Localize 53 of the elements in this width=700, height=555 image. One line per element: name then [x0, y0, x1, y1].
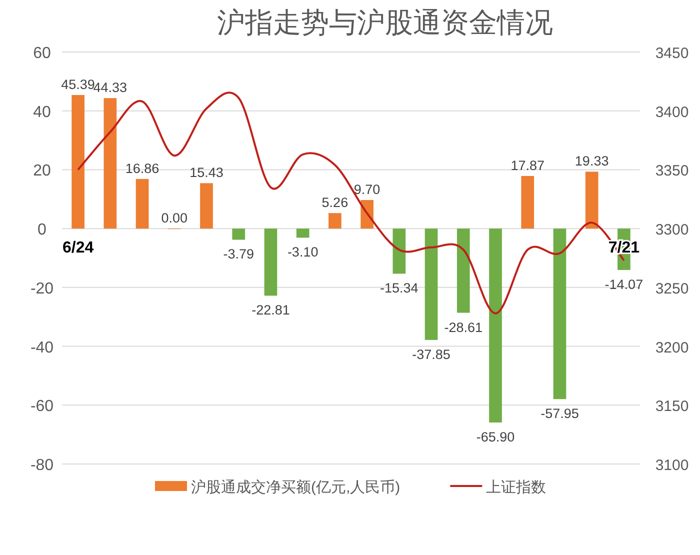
data-label: 15.43 [190, 165, 224, 180]
y2-tick-label: 3100 [655, 457, 689, 474]
bar [104, 98, 117, 229]
bar [328, 213, 342, 229]
data-label: -28.61 [444, 320, 483, 335]
bar [264, 228, 278, 296]
y-tick-label: -60 [30, 398, 54, 416]
bar [392, 228, 406, 274]
data-label: 5.26 [322, 195, 348, 210]
data-label: -3.79 [223, 246, 254, 262]
bar [296, 228, 310, 238]
y2-tick-label: 3250 [655, 280, 689, 298]
data-label: -65.90 [476, 430, 515, 445]
data-label: 44.33 [93, 80, 128, 96]
bar [232, 228, 246, 240]
data-label: -57.95 [540, 406, 579, 422]
data-label: 9.70 [354, 182, 380, 198]
chart-title: 沪指走势与沪股通资金情况 [217, 7, 553, 38]
data-label: -3.10 [287, 244, 318, 260]
bar [72, 94, 84, 229]
data-label: -14.07 [604, 276, 644, 292]
data-label: 17.87 [510, 158, 545, 173]
y2-tick-label: 3150 [655, 398, 689, 416]
bar [489, 228, 502, 423]
legend-label: 沪股通成交净买额(亿元,人民币) [191, 479, 400, 496]
y2-tick-label: 3400 [655, 104, 689, 121]
bar [424, 228, 438, 340]
y2-tick-label: 3350 [655, 162, 689, 180]
bar [456, 228, 470, 313]
data-label: -22.81 [252, 302, 290, 318]
bar [585, 172, 598, 229]
y-tick-label: -80 [30, 457, 54, 474]
data-label: -37.85 [412, 346, 450, 362]
y-tick-label: 40 [33, 104, 51, 121]
y-tick-label: -20 [30, 280, 54, 298]
x-tick-label: 6/24 [62, 240, 94, 257]
data-label: 16.86 [125, 160, 160, 176]
data-label: 0.00 [161, 210, 188, 226]
y2-tick-label: 3450 [655, 45, 689, 62]
y-tick-label: 0 [38, 222, 47, 239]
y-tick-label: -40 [30, 339, 54, 356]
bar [521, 176, 534, 229]
data-label: 19.33 [574, 154, 609, 169]
data-label: 45.39 [61, 76, 95, 92]
y2-tick-label: 3300 [655, 222, 689, 239]
bar [136, 178, 149, 229]
y-tick-label: 20 [33, 162, 51, 180]
y2-tick-label: 3200 [655, 339, 689, 356]
data-label: -15.34 [380, 280, 419, 296]
bar [553, 228, 566, 400]
y-tick-label: 60 [33, 45, 51, 62]
bar [200, 183, 213, 229]
legend-label: 上证指数 [486, 479, 546, 496]
